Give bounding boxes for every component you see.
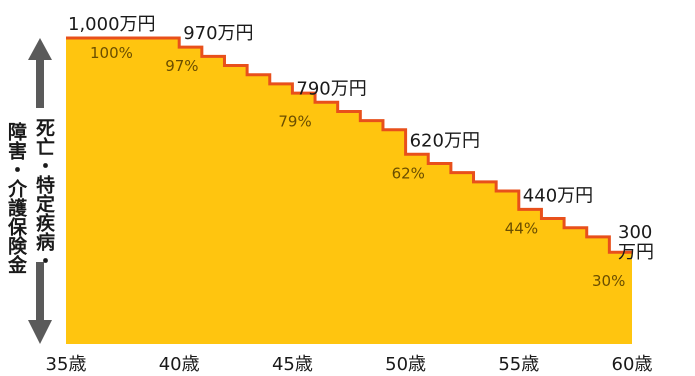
percent-label: 79%: [278, 112, 311, 130]
value-annotations: 1,000万円 100% 970万円 97% 790万円 79% 620万円 62% 440万円…: [68, 14, 654, 290]
x-tick-label: 50歳: [385, 354, 426, 375]
arrow-down-icon: [28, 320, 52, 344]
percent-label: 62%: [392, 164, 425, 182]
x-tick-label: 55歳: [498, 354, 539, 375]
percent-label: 44%: [505, 219, 538, 237]
x-tick-label: 45歳: [272, 354, 313, 375]
x-tick-label: 60歳: [612, 354, 653, 375]
area-fill: [66, 38, 632, 344]
amount-label: 790万円: [296, 78, 366, 99]
y-axis-arrow: [28, 38, 52, 344]
amount-label: 440万円: [523, 185, 593, 206]
area-layer: [66, 36, 632, 344]
amount-label: 300: [618, 222, 652, 243]
amount-label: 620万円: [410, 130, 480, 151]
x-tick-label: 35歳: [46, 354, 87, 375]
amount-unit-label: 万円: [618, 242, 654, 263]
percent-label: 100%: [90, 44, 133, 62]
percent-label: 97%: [165, 57, 198, 75]
x-tick-label: 40歳: [159, 354, 200, 375]
arrow-shaft-top: [36, 58, 44, 108]
y-axis-label-col1: 障害・介護保険金: [5, 121, 28, 274]
arrow-shaft-bottom: [36, 262, 44, 322]
x-tick-labels: 35歳 40歳 45歳 50歳 55歳 60歳: [46, 354, 653, 375]
arrow-up-icon: [28, 38, 52, 60]
amount-label: 970万円: [183, 23, 253, 44]
amount-label: 1,000万円: [68, 14, 156, 35]
y-axis-label-col2: 死亡・特定疾病・: [33, 118, 55, 270]
percent-label: 30%: [592, 272, 625, 290]
step-line: [66, 36, 632, 254]
